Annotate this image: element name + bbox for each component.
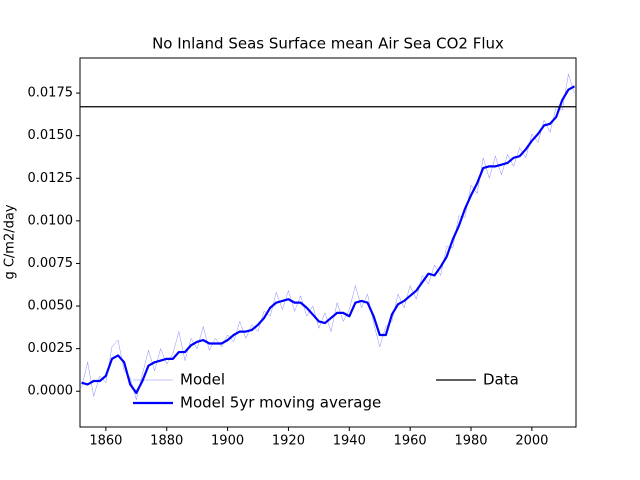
y-tick-label: 0.0000	[28, 384, 74, 399]
legend-label: Data	[483, 371, 519, 389]
x-tick-label: 1900	[211, 434, 244, 449]
plot-frame	[79, 57, 577, 428]
y-tick-label: 0.0125	[28, 171, 74, 186]
y-axis-label: g C/m2/day	[3, 204, 18, 279]
legend-label: Model	[180, 371, 225, 389]
y-tick-label: 0.0100	[28, 213, 74, 228]
x-tick-label: 1860	[89, 434, 122, 449]
y-tick-label: 0.0150	[28, 128, 74, 143]
x-tick-label: 1880	[150, 434, 183, 449]
x-tick-label: 2000	[515, 434, 548, 449]
y-tick-label: 0.0025	[28, 341, 74, 356]
x-tick-label: 1960	[394, 434, 427, 449]
series-line	[81, 85, 576, 395]
y-tick-label: 0.0175	[28, 86, 74, 101]
y-tick-label: 0.0050	[28, 299, 74, 314]
x-tick-label: 1940	[333, 434, 366, 449]
y-tick-label: 0.0075	[28, 256, 74, 271]
x-tick-label: 1920	[272, 434, 305, 449]
legend-label: Model 5yr moving average	[180, 394, 381, 412]
series-line	[81, 74, 575, 400]
chart-title: No Inland Seas Surface mean Air Sea CO2 …	[152, 35, 504, 53]
x-tick-label: 1980	[454, 434, 487, 449]
